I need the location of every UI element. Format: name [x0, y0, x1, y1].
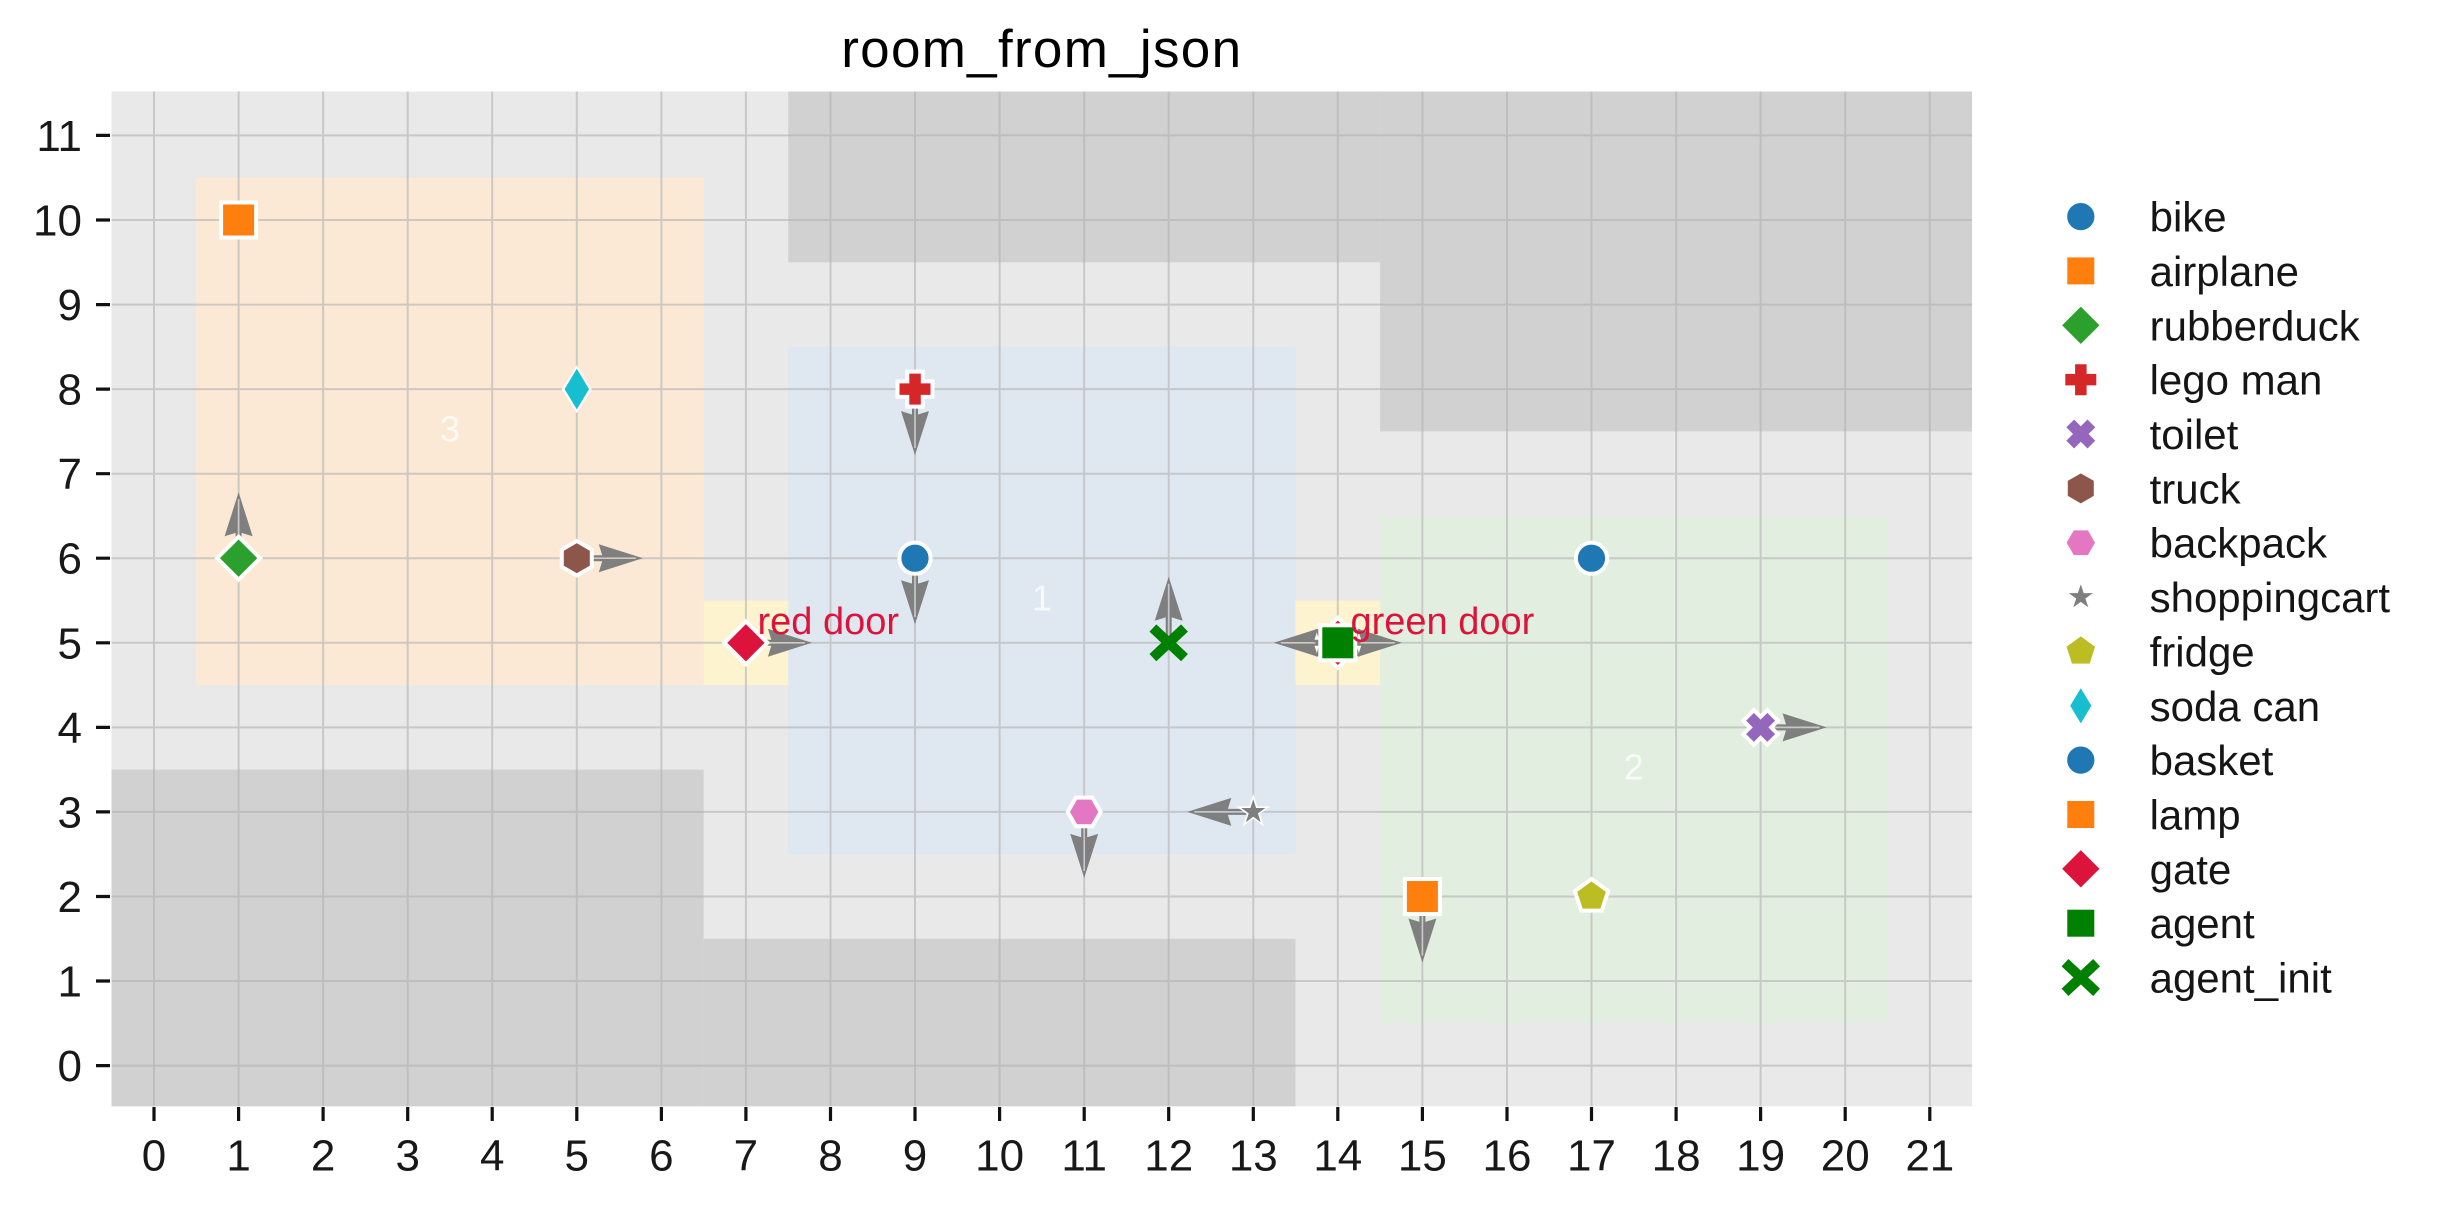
svg-text:5: 5	[565, 1132, 589, 1181]
svg-text:shoppingcart: shoppingcart	[2150, 574, 2391, 621]
svg-text:6: 6	[649, 1132, 673, 1181]
svg-text:4: 4	[58, 704, 82, 753]
svg-text:19: 19	[1736, 1132, 1785, 1181]
svg-text:3: 3	[58, 788, 82, 837]
svg-text:0: 0	[58, 1042, 82, 1091]
svg-text:2: 2	[1624, 747, 1644, 788]
svg-text:15: 15	[1398, 1132, 1447, 1181]
svg-text:20: 20	[1821, 1132, 1870, 1181]
svg-text:red door: red door	[758, 601, 900, 643]
svg-text:7: 7	[58, 450, 82, 499]
svg-text:6: 6	[58, 535, 82, 584]
svg-text:12: 12	[1144, 1132, 1193, 1181]
svg-text:1: 1	[1032, 578, 1052, 619]
svg-text:rubberduck: rubberduck	[2150, 302, 2361, 349]
svg-text:1: 1	[226, 1132, 250, 1181]
svg-text:0: 0	[142, 1132, 166, 1181]
svg-text:17: 17	[1567, 1132, 1616, 1181]
svg-text:soda can: soda can	[2150, 683, 2320, 730]
svg-text:gate: gate	[2150, 846, 2232, 893]
svg-text:8: 8	[818, 1132, 842, 1181]
svg-text:green door: green door	[1351, 601, 1535, 643]
svg-text:10: 10	[33, 197, 82, 246]
svg-text:21: 21	[1905, 1132, 1954, 1181]
svg-text:10: 10	[975, 1132, 1024, 1181]
svg-text:toilet: toilet	[2150, 411, 2239, 458]
svg-text:2: 2	[311, 1132, 335, 1181]
svg-text:13: 13	[1229, 1132, 1278, 1181]
svg-text:4: 4	[480, 1132, 504, 1181]
svg-text:9: 9	[58, 281, 82, 330]
svg-text:2: 2	[58, 873, 82, 922]
svg-text:agent: agent	[2150, 900, 2255, 947]
svg-text:14: 14	[1313, 1132, 1362, 1181]
svg-text:room_from_json: room_from_json	[841, 20, 1242, 79]
svg-text:5: 5	[58, 619, 82, 668]
svg-text:agent_init: agent_init	[2150, 955, 2332, 1002]
svg-text:11: 11	[1061, 1132, 1107, 1181]
svg-text:8: 8	[58, 366, 82, 415]
svg-text:16: 16	[1483, 1132, 1532, 1181]
svg-text:3: 3	[440, 408, 460, 449]
svg-text:airplane: airplane	[2150, 248, 2299, 295]
svg-text:lego man: lego man	[2150, 357, 2323, 404]
svg-text:18: 18	[1652, 1132, 1701, 1181]
svg-text:basket: basket	[2150, 737, 2274, 784]
svg-text:backpack: backpack	[2150, 520, 2328, 567]
svg-text:7: 7	[734, 1132, 758, 1181]
svg-text:bike: bike	[2150, 194, 2227, 241]
svg-text:3: 3	[395, 1132, 419, 1181]
svg-text:11: 11	[36, 112, 82, 161]
svg-text:fridge: fridge	[2150, 628, 2255, 675]
svg-text:lamp: lamp	[2150, 792, 2241, 839]
svg-text:9: 9	[903, 1132, 927, 1181]
svg-text:1: 1	[58, 958, 82, 1007]
svg-text:truck: truck	[2150, 465, 2242, 512]
